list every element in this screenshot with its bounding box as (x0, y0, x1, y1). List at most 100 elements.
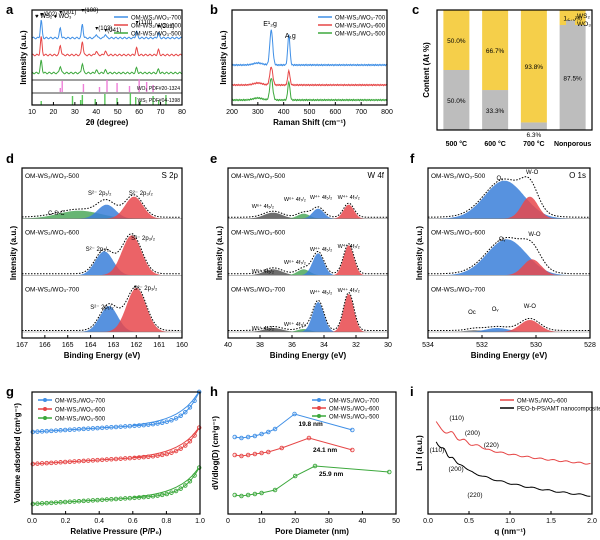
panel-d-xtick-label: 161 (153, 342, 165, 349)
a-legend-2-label: OM-WS₂/WO₃-600 (131, 24, 182, 30)
pore-point (232, 434, 237, 440)
panel-e-xlabel: Binding Energy (eV) (270, 351, 347, 360)
xps-peak-label: S²⁻ 2p₃/₂ (131, 236, 156, 242)
panel-a-xtick-label: 80 (178, 109, 186, 116)
isotherm-desorption-2 (132, 428, 199, 458)
panel-d-xtick-label: 167 (16, 342, 28, 349)
xps-peak-label: W⁴⁺ 4f₇/₂ (338, 243, 360, 250)
panel-h-xtick-label: 0 (226, 518, 230, 525)
xrd-marker-legend: ♥ WS₂ ♦ WO₃ (35, 14, 72, 20)
b-legend-2-label: OM-WS₂/WO₃-600 (335, 24, 386, 30)
wo3-ref-label: WO₃ PDF#20-1324 (137, 86, 180, 92)
isotherm-point (39, 501, 45, 506)
h-legend-3-label: OM-WS₂/WO₃-500 (329, 415, 380, 421)
isotherm-point (118, 424, 123, 429)
panel-h-xtick-label: 30 (325, 518, 333, 525)
panel-e-frame (227, 167, 389, 339)
xps-peak-d (22, 306, 182, 332)
isotherm-point (72, 427, 77, 432)
panel-e-ylabel: Intensity (a.u.) (215, 226, 224, 281)
isotherm-point (99, 425, 105, 431)
panel-b-xtick-label: 600 (329, 109, 341, 116)
xrd-peak-label: ▾(100) (81, 8, 98, 14)
pore-point (245, 492, 251, 498)
xps-peak-label: W⁶⁺ 4f₇/₂ (284, 259, 306, 266)
isotherm-point (169, 490, 174, 495)
a-legend-3-label: OM-WS₂/WO₃-500 (131, 32, 182, 38)
panel-f-ylabel: Intensity (a.u.) (415, 226, 424, 281)
isotherm-point (178, 446, 183, 451)
panel-g-xtick-label: 0.2 (61, 518, 71, 525)
xps-peak-label: Oᵥ (499, 237, 506, 243)
pore-point (252, 491, 258, 497)
panel-e-title: W 4f (368, 171, 385, 180)
isotherm-point (62, 427, 68, 433)
xps-sample-label-f: OM-WS₂/WO₃-700 (431, 286, 486, 293)
isotherm-point (81, 458, 86, 464)
panel-b-xtick-label: 200 (226, 109, 238, 116)
panel-letter-h: h (210, 384, 218, 399)
pore-series-1 (234, 413, 353, 439)
pore-peak-label: 25.9 nm (319, 471, 343, 478)
xps-peak-label: W⁴⁺ 4f₇/₂ (338, 194, 360, 201)
xps-peak-label: Oᵥ (492, 307, 499, 313)
isotherm-point (122, 496, 128, 501)
xps-peak-d (22, 204, 182, 219)
xrd-peak-label: ▾(001) (59, 10, 76, 16)
isotherm-point (164, 451, 170, 457)
panel-h-xtick-label: 10 (258, 518, 266, 525)
panel-a-ylabel: Intensity (a.u.) (19, 30, 28, 85)
xps-peak-d (22, 251, 182, 276)
panel-a-xtick-label: 50 (114, 109, 122, 116)
panel-b-xtick-label: 400 (278, 109, 290, 116)
xps-peak-label: W-O (524, 304, 537, 310)
xps-peak-label: W⁴⁺ 4f₅/₂ (310, 194, 332, 201)
panel-a-xtick-label: 20 (50, 109, 58, 116)
c-legend-1-label: WS₂ (577, 13, 590, 20)
panel-f-title: O 1s (569, 171, 586, 180)
xps-envelope-f (428, 317, 590, 331)
isotherm-point (49, 500, 54, 506)
raman-peak-label: E¹₂g (263, 21, 277, 28)
a-legend-1-label: OM-WS₂/WO₃-700 (131, 16, 182, 22)
panel-b-xtick-label: 500 (304, 109, 316, 116)
panel-letter-i: i (410, 384, 414, 399)
isotherm-point (113, 424, 119, 430)
bar-wo3 (443, 70, 470, 130)
panel-letter-d: d (6, 151, 14, 166)
isotherm-point (122, 456, 128, 461)
panel-a-xtick-label: 30 (71, 109, 79, 116)
pore-point (259, 490, 264, 496)
xps-envelope-d (21, 194, 181, 218)
pore-point (239, 435, 244, 441)
h-legend-2-marker (317, 406, 321, 410)
isotherm-point (58, 428, 63, 433)
isotherm-point (99, 497, 105, 503)
saxs-peak-label: (110) (449, 415, 464, 422)
isotherm-point (39, 429, 45, 434)
isotherm-point (196, 425, 202, 430)
panel-d-ylabel: Intensity (a.u.) (9, 226, 18, 281)
isotherm-point (86, 458, 91, 463)
h-legend-2-label: OM-WS₂/WO₃-600 (329, 407, 380, 413)
panel-i-xtick-label: 2.0 (587, 518, 597, 525)
isotherm-point (164, 491, 170, 497)
bar-ws2 (443, 10, 470, 70)
saxs-peak-label: (200) (449, 466, 464, 473)
bar-label-ws2: 50.0% (447, 38, 466, 45)
isotherm-point (49, 428, 54, 434)
isotherm-point (141, 494, 146, 500)
isotherm-point (53, 500, 59, 505)
xrd-peak-label: ▾(002) (40, 12, 57, 18)
isotherm-point (178, 413, 183, 419)
pore-point (292, 473, 298, 479)
isotherm-point (109, 457, 114, 462)
isotherm-point (53, 428, 59, 433)
c-legend-2-swatch (566, 20, 575, 27)
isotherm-point (76, 426, 82, 432)
panel-letter-b: b (210, 2, 218, 17)
xps-peak-d (22, 288, 182, 332)
isotherm-point (30, 461, 36, 467)
xps-peak-e (228, 328, 388, 332)
